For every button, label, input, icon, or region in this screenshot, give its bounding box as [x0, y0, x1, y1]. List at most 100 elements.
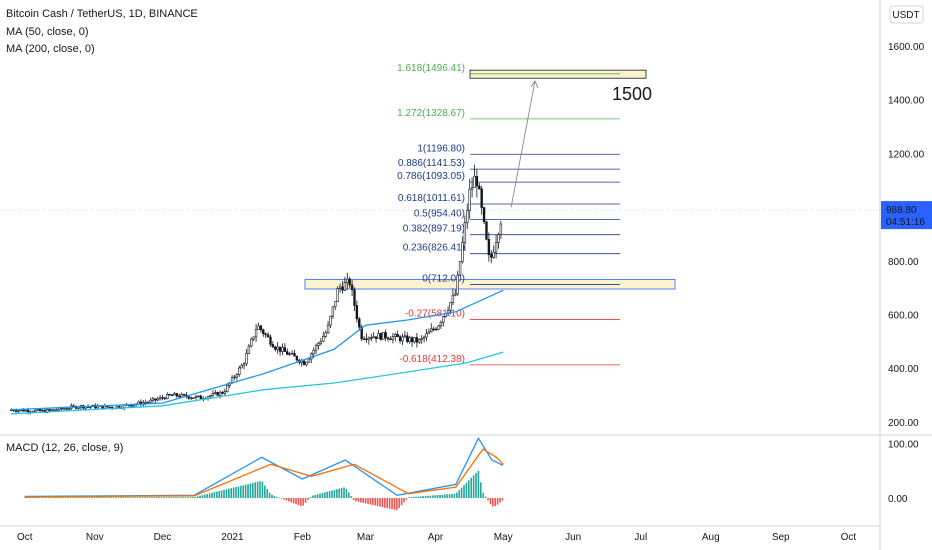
macd-bar	[336, 489, 338, 498]
macd-bar	[307, 498, 309, 500]
macd-bar	[148, 497, 151, 498]
macd-line	[24, 436, 504, 498]
time-tick-10: Aug	[702, 532, 720, 543]
macd-bar	[91, 497, 93, 498]
signal-line	[24, 448, 504, 498]
macd-bar	[424, 495, 427, 498]
candle-body	[266, 334, 270, 338]
macd-bar	[412, 496, 415, 498]
macd-bar	[213, 492, 216, 498]
macd-bar	[261, 481, 264, 498]
macd-bar	[288, 498, 290, 502]
macd-bar	[312, 495, 314, 498]
candle-body	[65, 408, 68, 410]
candle-body	[365, 338, 368, 340]
candle-body	[240, 364, 243, 369]
macd-bar	[55, 497, 57, 498]
macd-bar	[350, 496, 353, 498]
macd-bar	[79, 497, 81, 498]
macd-bar	[160, 497, 163, 498]
macd-bar	[158, 497, 161, 498]
macd-bar	[115, 497, 117, 498]
time-tick-12: Oct	[841, 532, 857, 543]
candle-body	[187, 396, 191, 399]
candle-body	[302, 360, 306, 366]
candle-body	[247, 345, 251, 354]
candle-body	[406, 335, 409, 342]
macd-bar	[122, 497, 125, 498]
candle-body	[470, 187, 474, 190]
macd-bar	[129, 497, 132, 498]
macd-bar	[393, 498, 396, 510]
currency-label: USDT	[892, 10, 919, 21]
macd-bar	[271, 494, 273, 498]
candle-body	[461, 242, 464, 263]
candle-body	[427, 331, 431, 334]
macd-bar	[446, 494, 449, 498]
candle-body	[180, 394, 183, 398]
candle-body	[252, 336, 255, 340]
macd-bar	[451, 493, 453, 498]
candle-body	[413, 337, 416, 343]
candle-body	[449, 302, 452, 311]
candle-body	[190, 397, 193, 399]
macd-bar	[177, 497, 180, 498]
candle-body	[355, 305, 359, 320]
macd-bar	[372, 498, 374, 505]
macd-bar	[436, 495, 439, 498]
ma50-line	[11, 289, 504, 411]
candle-body	[194, 396, 198, 399]
candle-body	[499, 223, 503, 236]
candle-body	[264, 333, 267, 336]
candle-body	[434, 328, 438, 331]
macd-bar	[417, 496, 420, 498]
time-tick-3: 2021	[221, 532, 244, 543]
macd-bar	[477, 470, 480, 498]
macd-bar	[379, 498, 381, 507]
macd-bar	[105, 497, 108, 498]
candle-body	[168, 394, 171, 396]
macd-bar	[338, 488, 341, 498]
candle-body	[389, 338, 392, 341]
candles	[10, 164, 503, 415]
candle-body	[216, 392, 219, 396]
fib-label-9: 0(712.00)	[422, 273, 465, 284]
candle-body	[230, 377, 234, 384]
candle-body	[346, 278, 349, 283]
time-tick-7: May	[494, 532, 513, 543]
candle-body	[226, 385, 229, 392]
macd-bar	[434, 495, 437, 498]
candle-body	[478, 185, 481, 190]
fib-label-11: -0.618(412.38)	[399, 354, 465, 365]
macd-histogram	[24, 470, 504, 511]
macd-legend[interactable]: MACD (12, 26, close, 9)	[6, 442, 124, 454]
ma200-legend[interactable]: MA (200, close, 0)	[6, 43, 95, 55]
ma50-legend[interactable]: MA (50, close, 0)	[6, 26, 89, 38]
macd-bar	[24, 497, 26, 498]
candle-body	[394, 334, 397, 337]
macd-bar	[285, 498, 288, 501]
macd-bar	[36, 497, 38, 498]
candle-body	[238, 367, 241, 375]
fib-label-1: 1.272(1328.67)	[397, 108, 465, 119]
macd-bar	[376, 498, 379, 507]
candle-body	[319, 340, 323, 344]
macd-bar	[52, 497, 55, 498]
macd-bar	[232, 487, 235, 498]
candle-body	[50, 409, 54, 411]
price-tick-6: 400.00	[888, 364, 919, 375]
symbol-title[interactable]: Bitcoin Cash / TetherUS, 1D, BINANCE	[6, 8, 198, 20]
time-tick-1: Nov	[86, 532, 104, 543]
macd-bar	[254, 482, 257, 498]
candle-body	[250, 338, 253, 347]
candle-body	[439, 321, 443, 327]
macd-bar	[367, 498, 369, 504]
candle-body	[353, 289, 356, 306]
candle-body	[41, 409, 44, 412]
macd-bar	[280, 498, 283, 499]
macd-bar	[139, 497, 141, 498]
candle-body	[317, 342, 320, 346]
macd-bar	[297, 498, 300, 506]
macd-bar	[420, 496, 422, 498]
